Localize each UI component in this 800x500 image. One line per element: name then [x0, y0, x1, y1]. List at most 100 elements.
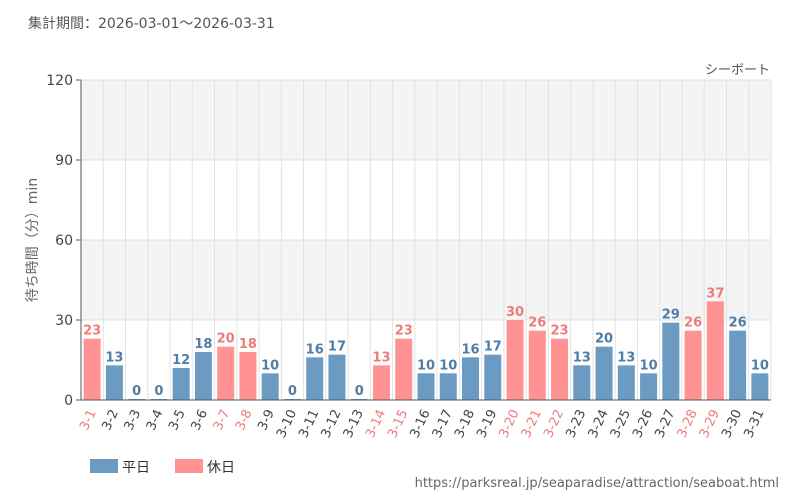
data-label-3-3: 0 [132, 384, 141, 399]
data-label-3-11: 16 [306, 342, 324, 357]
data-label-3-22: 23 [551, 324, 569, 339]
background-bands [81, 80, 771, 320]
x-tick-label-3-5: 3-5 [166, 407, 189, 433]
x-tick-label-3-29: 3-29 [697, 407, 723, 440]
x-tick-label-3-2: 3-2 [99, 407, 122, 433]
x-tick-label-3-17: 3-17 [430, 407, 456, 440]
data-label-3-4: 0 [154, 384, 163, 399]
x-tick-label-3-4: 3-4 [144, 407, 167, 433]
data-label-3-18: 16 [461, 342, 479, 357]
data-label-3-9: 10 [261, 358, 279, 373]
y-tick-label: 60 [55, 233, 73, 249]
bar-3-19 [484, 354, 502, 400]
bar-3-16 [417, 373, 435, 400]
source-url: https://parksreal.jp/seaparadise/attract… [415, 476, 779, 491]
bar-3-17 [439, 373, 457, 400]
data-label-3-28: 26 [684, 316, 702, 331]
legend-label-weekday: 平日 [122, 460, 150, 476]
y-tick-label: 120 [46, 73, 73, 89]
period-label: 集計期間：2026-03-01～2026-03-31 [28, 15, 275, 32]
data-label-3-5: 12 [172, 353, 190, 368]
x-tick-label-3-15: 3-15 [385, 407, 411, 440]
data-label-3-16: 10 [417, 358, 435, 373]
bar-3-24 [595, 346, 613, 400]
bar-3-1 [83, 338, 101, 400]
bar-3-7 [217, 346, 235, 400]
data-label-3-30: 26 [729, 316, 747, 331]
bar-3-29 [706, 301, 724, 400]
x-tick-label-3-21: 3-21 [519, 407, 545, 440]
data-label-3-27: 29 [662, 308, 680, 323]
gridlines [80, 79, 772, 401]
bar-3-6 [194, 352, 212, 400]
x-tick-label-3-20: 3-20 [497, 407, 523, 440]
bar-3-28 [684, 330, 702, 400]
data-label-3-14: 13 [372, 350, 390, 365]
bar-3-27 [662, 322, 680, 400]
x-tick-label-3-10: 3-10 [274, 407, 300, 440]
x-tick-label-3-24: 3-24 [586, 407, 612, 440]
data-label-3-17: 10 [439, 358, 457, 373]
data-label-3-10: 0 [288, 384, 297, 399]
x-tick-label-3-22: 3-22 [541, 407, 567, 440]
y-tick-label: 0 [64, 393, 73, 409]
y-axis-ticks: 0 30 60 90 120 [46, 73, 81, 409]
band-1 [81, 240, 771, 320]
bar-3-20 [506, 320, 524, 400]
x-tick-label-3-11: 3-11 [296, 407, 322, 440]
x-axis-ticks: 3-1 3-2 3-3 3-4 3-5 3-6 3-7 3-8 3-93-103-113-123… [77, 407, 767, 440]
bar-3-2 [105, 365, 123, 400]
x-tick-label-3-27: 3-27 [652, 407, 678, 440]
bar-3-22 [551, 338, 569, 400]
legend: 平日 休日 [90, 459, 235, 476]
legend-swatch-weekday [90, 459, 118, 473]
x-tick-label-3-3: 3-3 [122, 407, 145, 433]
x-tick-label-3-19: 3-19 [474, 407, 500, 440]
x-tick-label-3-9: 3-9 [255, 407, 278, 433]
bar-3-12 [328, 354, 346, 400]
data-label-3-6: 18 [194, 337, 212, 352]
x-tick-label-3-16: 3-16 [408, 407, 434, 440]
legend-swatch-holiday [175, 459, 203, 473]
attraction-name: シーボート [705, 63, 770, 78]
x-tick-label-3-14: 3-14 [363, 407, 389, 440]
data-label-3-26: 10 [640, 358, 658, 373]
x-tick-label-3-31: 3-31 [741, 407, 767, 440]
bar-3-11 [306, 357, 324, 400]
bar-3-21 [528, 330, 546, 400]
data-label-3-8: 18 [239, 337, 257, 352]
legend-label-holiday: 休日 [207, 460, 235, 476]
data-label-3-31: 10 [751, 358, 769, 373]
data-label-3-7: 20 [217, 332, 235, 347]
x-tick-label-3-13: 3-13 [341, 407, 367, 440]
bar-3-30 [729, 330, 747, 400]
bar-3-5 [172, 368, 190, 400]
x-tick-label-3-7: 3-7 [211, 407, 234, 433]
data-label-3-2: 13 [105, 350, 123, 365]
bar-3-26 [640, 373, 658, 400]
bar-3-18 [462, 357, 480, 400]
data-label-3-20: 30 [506, 305, 524, 320]
x-tick-label-3-26: 3-26 [630, 407, 656, 440]
data-label-3-1: 23 [83, 324, 101, 339]
data-label-3-12: 17 [328, 340, 346, 355]
bar-3-9 [261, 373, 279, 400]
axes [80, 80, 771, 401]
data-label-3-24: 20 [595, 332, 613, 347]
bar-3-14 [372, 365, 390, 400]
data-label-3-29: 37 [706, 286, 724, 301]
x-tick-label-3-23: 3-23 [563, 407, 589, 440]
data-label-3-13: 0 [355, 384, 364, 399]
data-label-3-15: 23 [395, 324, 413, 339]
x-tick-label-3-1: 3-1 [77, 407, 100, 433]
data-label-3-21: 26 [528, 316, 546, 331]
x-tick-label-3-30: 3-30 [719, 407, 745, 440]
bar-3-15 [395, 338, 413, 400]
data-label-3-19: 17 [484, 340, 502, 355]
bar-3-31 [751, 373, 769, 400]
y-tick-label: 30 [55, 313, 73, 329]
data-label-3-23: 13 [573, 350, 591, 365]
x-tick-label-3-8: 3-8 [233, 407, 256, 433]
data-label-3-25: 13 [617, 350, 635, 365]
